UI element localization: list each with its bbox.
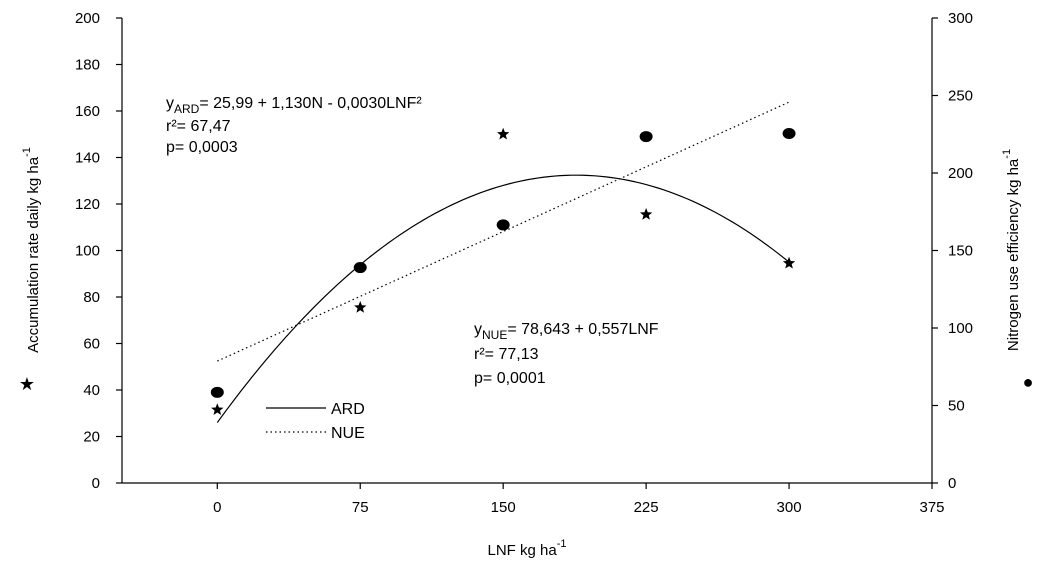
y-left-ticks: 0 20 40 60 80 100 120 140 160 180 200 — [75, 10, 122, 492]
nue-point — [353, 262, 367, 274]
x-tick-label: 75 — [352, 499, 369, 516]
legend-ard-label: ARD — [331, 401, 365, 418]
ard-p: p= 0,0003 — [166, 139, 238, 156]
legend-nue-label: NUE — [331, 425, 365, 442]
ard-point — [782, 256, 796, 269]
x-tick-label: 225 — [634, 499, 659, 516]
x-axis-label: LNF kg ha-1 — [488, 538, 567, 559]
nue-fit-line — [217, 101, 790, 362]
x-tick-label: 375 — [919, 499, 944, 516]
y-right-tick-label: 150 — [948, 243, 973, 260]
nue-point — [782, 127, 796, 139]
y-right-axis-label: Nitrogen use efficiency kg ha-1 — [1001, 149, 1022, 351]
ard-equation: yARD= 25,99 + 1,130N - 0,0030LNF² — [166, 95, 422, 116]
y-right-tick-label: 100 — [948, 320, 973, 337]
y-right-tick-label: 0 — [948, 475, 956, 492]
nue-equation: yNUE= 78,643 + 0,557LNF — [474, 321, 659, 342]
legend: ARD NUE — [266, 401, 365, 442]
y-left-tick-label: 160 — [75, 103, 100, 120]
data-points — [210, 127, 796, 416]
y-left-tick-label: 200 — [75, 10, 100, 27]
y-left-tick-label: 180 — [75, 57, 100, 74]
y-left-tick-label: 80 — [83, 289, 100, 306]
nue-r2: r²= 77,13 — [474, 346, 539, 363]
x-tick-label: 150 — [491, 499, 516, 516]
y-left-tick-label: 120 — [75, 196, 100, 213]
ard-r2: r²= 67,47 — [166, 118, 231, 135]
nue-point — [210, 386, 224, 398]
ard-point — [211, 403, 224, 416]
ard-point — [496, 127, 510, 140]
circle-marker-key: ● — [1023, 372, 1034, 392]
ard-point — [639, 207, 653, 220]
x-tick-label: 0 — [213, 499, 221, 516]
y-left-tick-label: 20 — [83, 429, 100, 446]
ard-fit-curve — [216, 174, 790, 423]
y-right-tick-label: 200 — [948, 165, 973, 182]
y-right-tick-label: 250 — [948, 88, 973, 105]
y-left-tick-label: 0 — [92, 475, 100, 492]
x-tick-label: 300 — [777, 499, 802, 516]
y-right-tick-label: 50 — [948, 398, 965, 415]
y-left-tick-label: 140 — [75, 150, 100, 167]
y-left-tick-label: 100 — [75, 243, 100, 260]
nue-point — [639, 131, 653, 143]
star-marker-key: ★ — [19, 374, 35, 394]
y-right-tick-label: 300 — [948, 10, 973, 27]
nue-p: p= 0,0001 — [474, 370, 546, 387]
nue-point — [496, 219, 510, 231]
y-right-ticks: 0 50 100 150 200 250 300 — [932, 10, 973, 492]
ard-point — [354, 300, 367, 313]
y-left-tick-label: 40 — [83, 382, 100, 399]
x-ticks: 0 75 150 225 300 375 — [213, 483, 945, 516]
y-left-tick-label: 60 — [83, 336, 100, 353]
y-left-axis-label: Accumulation rate daily kg ha-1 — [21, 147, 42, 353]
